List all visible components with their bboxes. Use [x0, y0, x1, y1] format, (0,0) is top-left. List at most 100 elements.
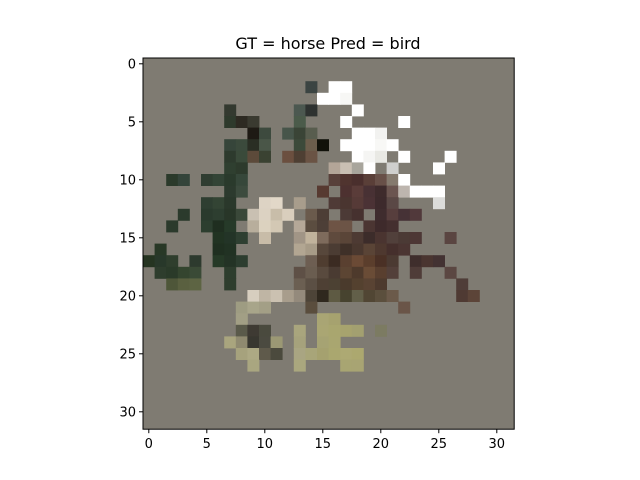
pixel-cell — [235, 301, 248, 314]
pixel-cell — [212, 232, 225, 244]
pixel-cell — [224, 336, 237, 349]
pixel-cell — [328, 290, 341, 302]
y-tick-label: 20 — [119, 289, 136, 304]
pixel-cell — [386, 266, 399, 279]
y-tick-label: 5 — [128, 115, 136, 130]
pixel-cell — [351, 255, 364, 268]
pixel-cell — [305, 220, 318, 233]
pixel-cell — [247, 324, 260, 337]
pixel-cell — [375, 266, 387, 279]
pixel-cell — [247, 348, 260, 360]
pixel-cell — [235, 336, 248, 349]
pixel-cell — [293, 336, 306, 349]
pixel-cell — [398, 243, 411, 256]
pixel-cell — [235, 255, 248, 268]
pixel-cell — [375, 324, 387, 337]
pixel-cell — [282, 290, 295, 302]
pixel-cell — [340, 266, 353, 279]
pixel-cell — [293, 243, 306, 256]
pixel-cell — [317, 232, 329, 244]
pixel-cell — [235, 208, 248, 221]
pixel-cell — [351, 162, 364, 175]
pixel-cell — [375, 278, 387, 291]
pixel-cell — [375, 290, 387, 302]
pixel-cell — [386, 197, 399, 210]
x-tick-label: 20 — [373, 437, 390, 452]
pixel-cell — [305, 255, 318, 268]
pixel-cell — [224, 150, 237, 163]
pixel-cell — [433, 197, 445, 210]
pixel-cell — [363, 255, 376, 268]
pixel-cell — [166, 220, 179, 233]
pixel-cell — [363, 278, 376, 291]
pixel-cell — [224, 278, 237, 291]
pixel-cell — [398, 208, 411, 221]
pixel-cell — [363, 197, 376, 210]
pixel-cell — [166, 255, 179, 268]
pixel-cell — [212, 255, 225, 268]
pixel-cell — [305, 81, 318, 94]
pixel-cell — [351, 290, 364, 302]
pixel-cell — [189, 255, 202, 268]
pixel-cell — [177, 278, 190, 291]
pixel-cell — [351, 278, 364, 291]
pixel-cell — [224, 116, 237, 128]
pixel-cell — [282, 127, 295, 140]
y-tick-label: 10 — [119, 173, 136, 188]
pixel-cell — [398, 174, 411, 186]
pixel-cell — [456, 290, 469, 302]
pixel-cell — [317, 290, 329, 302]
heatmap-plot — [142, 57, 515, 430]
pixel-cell — [398, 232, 411, 244]
pixel-cell — [212, 197, 225, 210]
pixel-cell — [375, 174, 387, 186]
y-tick-label: 15 — [119, 231, 136, 246]
pixel-cell — [293, 197, 306, 210]
pixel-cell — [293, 324, 306, 337]
pixel-cell — [224, 266, 237, 279]
pixel-cell — [247, 336, 260, 349]
pixel-cell — [212, 208, 225, 221]
pixel-cell — [259, 197, 271, 210]
pixel-cell — [224, 255, 237, 268]
pixel-cell — [351, 127, 364, 140]
pixel-cell — [375, 150, 387, 163]
pixel-cell — [247, 359, 260, 372]
pixel-cell — [363, 150, 376, 163]
pixel-cell — [409, 232, 422, 244]
pixel-cell — [247, 150, 260, 163]
pixel-cell — [317, 313, 329, 326]
pixel-cell — [259, 150, 271, 163]
pixel-cell — [247, 139, 260, 152]
pixel-cell — [305, 290, 318, 302]
pixel-cell — [328, 255, 341, 268]
pixel-cell — [340, 197, 353, 210]
pixel-cell — [340, 139, 353, 152]
pixel-cell — [317, 348, 329, 360]
pixel-cell — [270, 348, 283, 360]
pixel-cell — [340, 324, 353, 337]
pixel-cell — [386, 162, 399, 175]
pixel-cell — [328, 243, 341, 256]
pixel-cell — [351, 324, 364, 337]
pixel-cell — [421, 255, 434, 268]
pixel-cell — [409, 255, 422, 268]
pixel-cell — [224, 232, 237, 244]
pixel-cell — [305, 301, 318, 314]
pixel-cell — [235, 185, 248, 198]
pixel-cell — [305, 278, 318, 291]
pixel-cell — [398, 150, 411, 163]
pixel-cell — [305, 232, 318, 244]
pixel-cell — [317, 185, 329, 198]
pixel-cell — [444, 266, 457, 279]
pixel-cell — [247, 220, 260, 233]
pixel-cell — [328, 313, 341, 326]
pixel-cell — [154, 243, 167, 256]
pixel-cell — [224, 243, 237, 256]
pixel-cell — [340, 162, 353, 175]
pixel-cell — [363, 243, 376, 256]
pixel-cell — [340, 278, 353, 291]
pixel-cell — [456, 278, 469, 291]
pixel-cell — [386, 290, 399, 302]
